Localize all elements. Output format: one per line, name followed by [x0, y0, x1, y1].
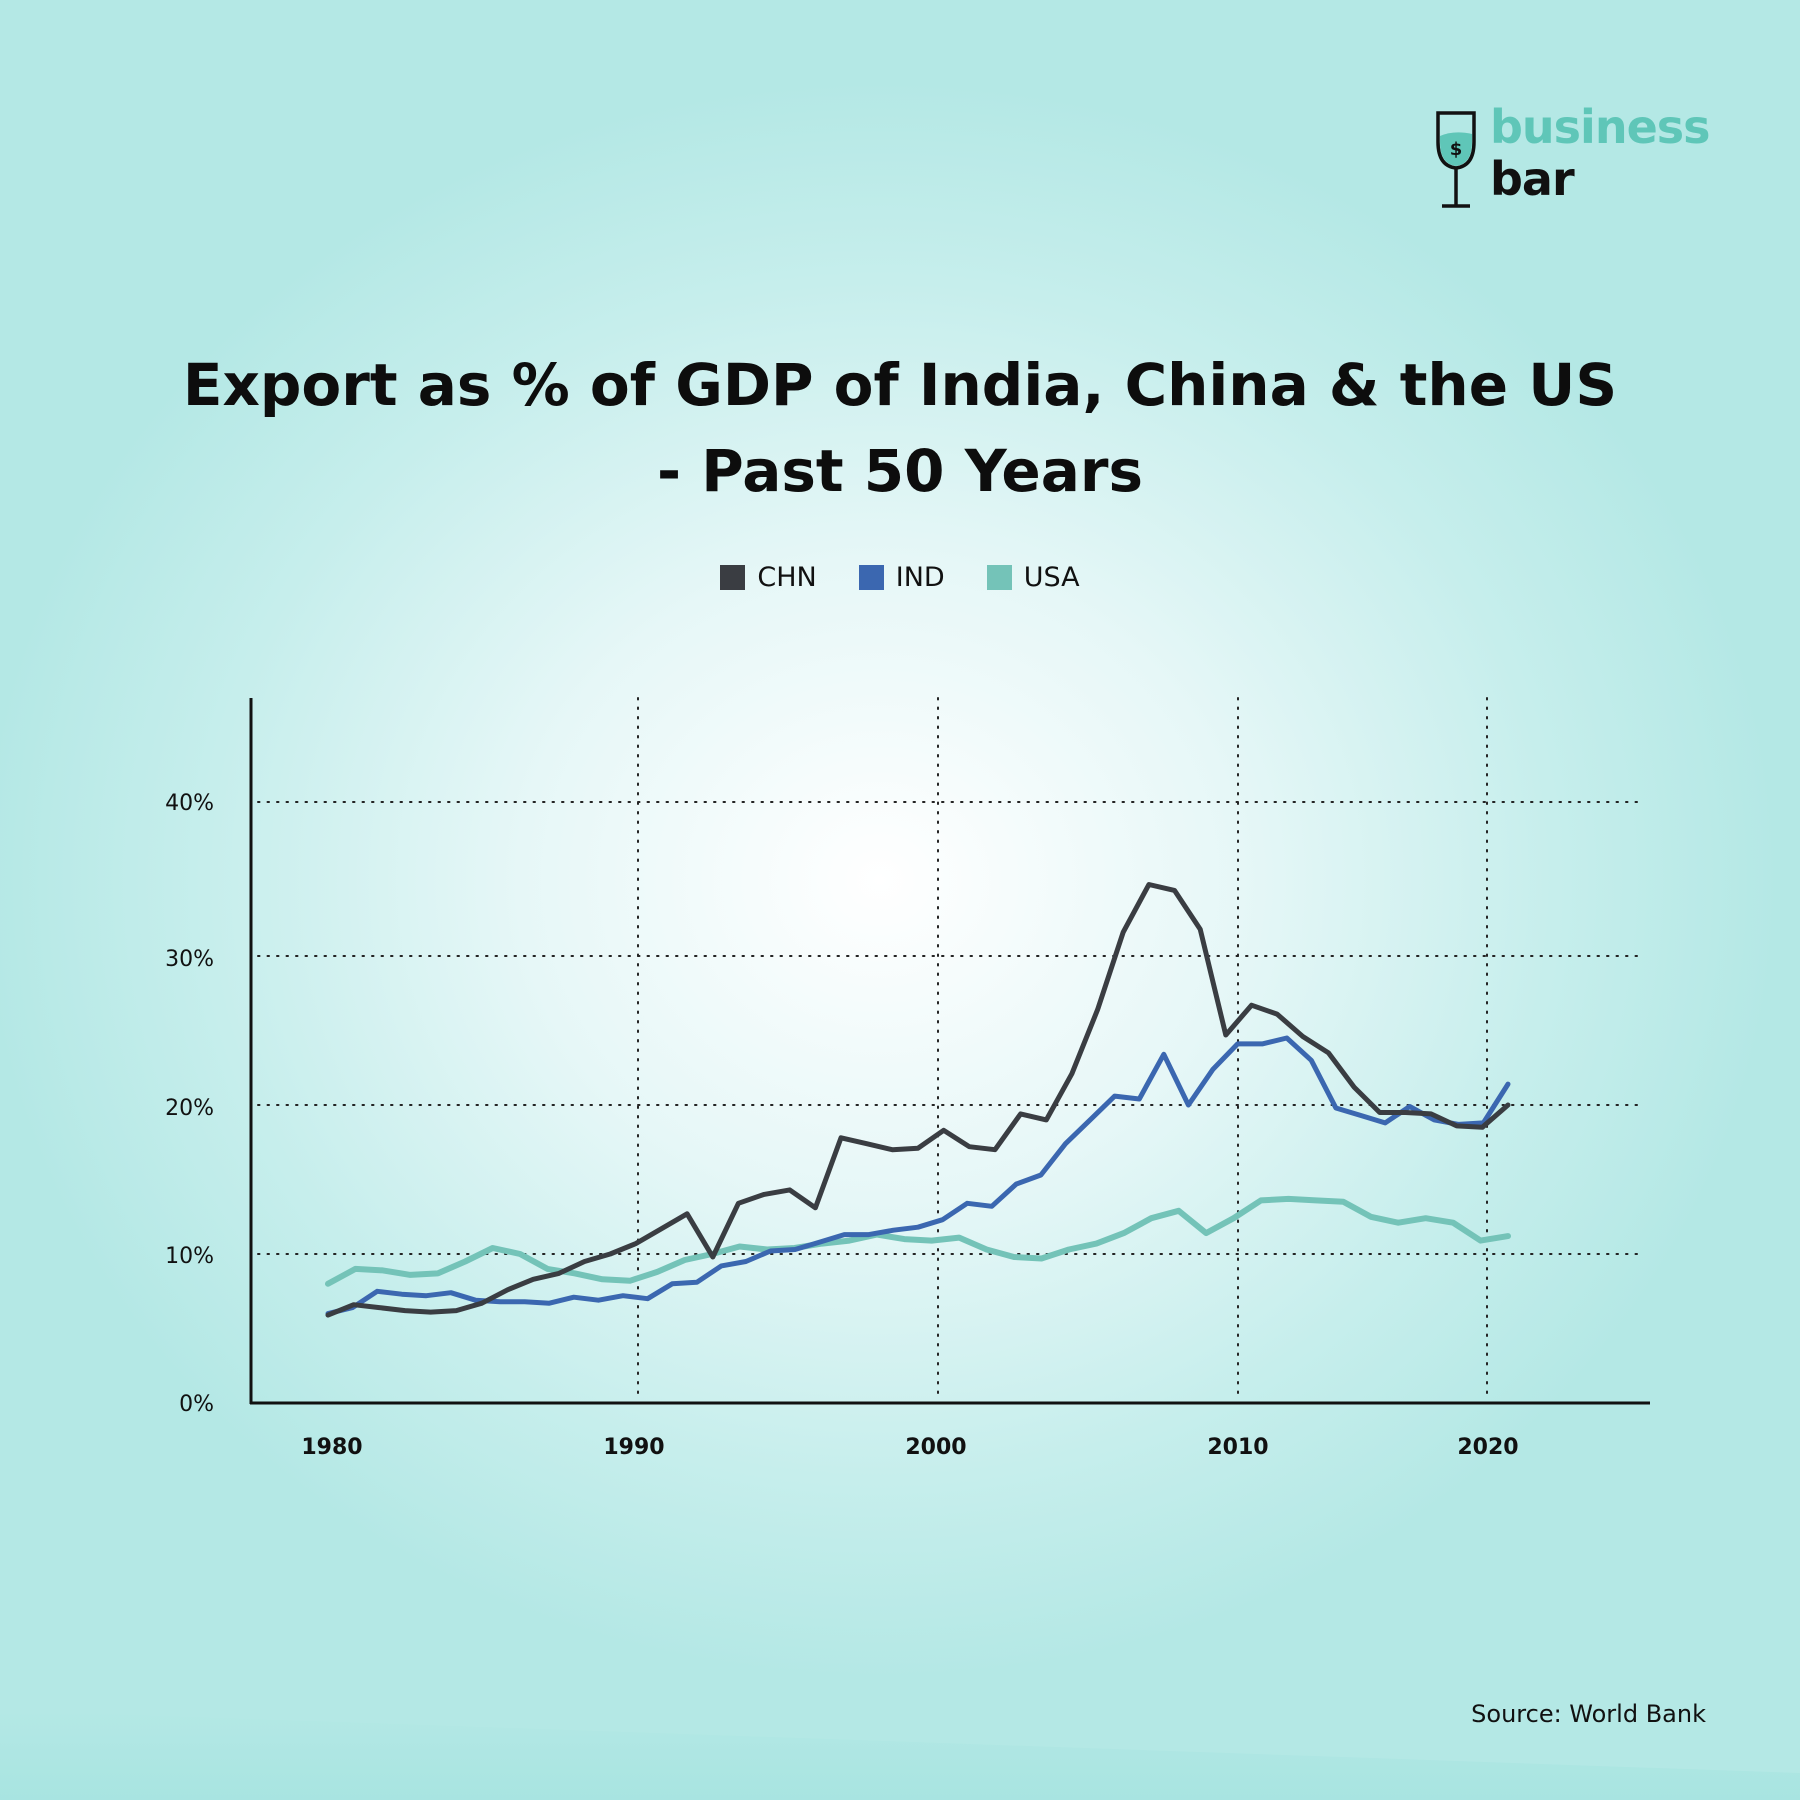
data-series	[325, 882, 1511, 1318]
source-note: Source: World Bank	[1471, 1700, 1706, 1728]
axes	[249, 698, 1650, 1405]
svg-text:$: $	[1450, 139, 1463, 160]
wine-glass-dollar-icon: $	[1436, 111, 1476, 208]
x-axis-label: 1990	[603, 1435, 664, 1460]
chart-legend: CHN IND USA	[0, 562, 1800, 593]
series-line-ind	[325, 1035, 1511, 1317]
legend-item-ind: IND	[858, 562, 945, 593]
legend-label: CHN	[757, 562, 817, 593]
gridlines	[257, 697, 1643, 1401]
x-axis-label: 2020	[1457, 1435, 1518, 1460]
chart-title: Export as % of GDP of India, China & the…	[0, 342, 1800, 514]
chart-title-line2: - Past 50 Years	[657, 437, 1143, 505]
logo-word-business: business	[1490, 100, 1711, 154]
legend-label: USA	[1023, 562, 1080, 593]
x-axis-label: 2010	[1207, 1435, 1268, 1460]
y-axis-label: 30%	[165, 947, 214, 972]
y-axis-label: 0%	[179, 1392, 214, 1417]
y-axis-label: 20%	[165, 1096, 214, 1121]
chart-title-line1: Export as % of GDP of India, China & the…	[182, 351, 1618, 419]
legend-item-usa: USA	[986, 562, 1080, 593]
legend-swatch-icon	[720, 565, 746, 590]
legend-item-chn: CHN	[720, 562, 817, 593]
y-axis-label: 40%	[165, 791, 214, 816]
series-line-usa	[325, 1195, 1511, 1287]
legend-label: IND	[895, 562, 945, 593]
legend-swatch-icon	[986, 565, 1012, 590]
y-axis-label: 10%	[165, 1244, 214, 1269]
x-axis-label: 1980	[301, 1435, 362, 1460]
logo-word-bar: bar	[1490, 152, 1575, 206]
legend-swatch-icon	[858, 565, 884, 590]
x-axis-label: 2000	[905, 1435, 966, 1460]
x-axis-labels: 1980 1990 2000 2010 2020	[301, 1435, 1518, 1460]
logo: $ business bar	[1432, 100, 1732, 214]
series-line-chn	[325, 882, 1511, 1318]
y-axis-labels: 40% 30% 20% 10% 0%	[165, 791, 214, 1417]
